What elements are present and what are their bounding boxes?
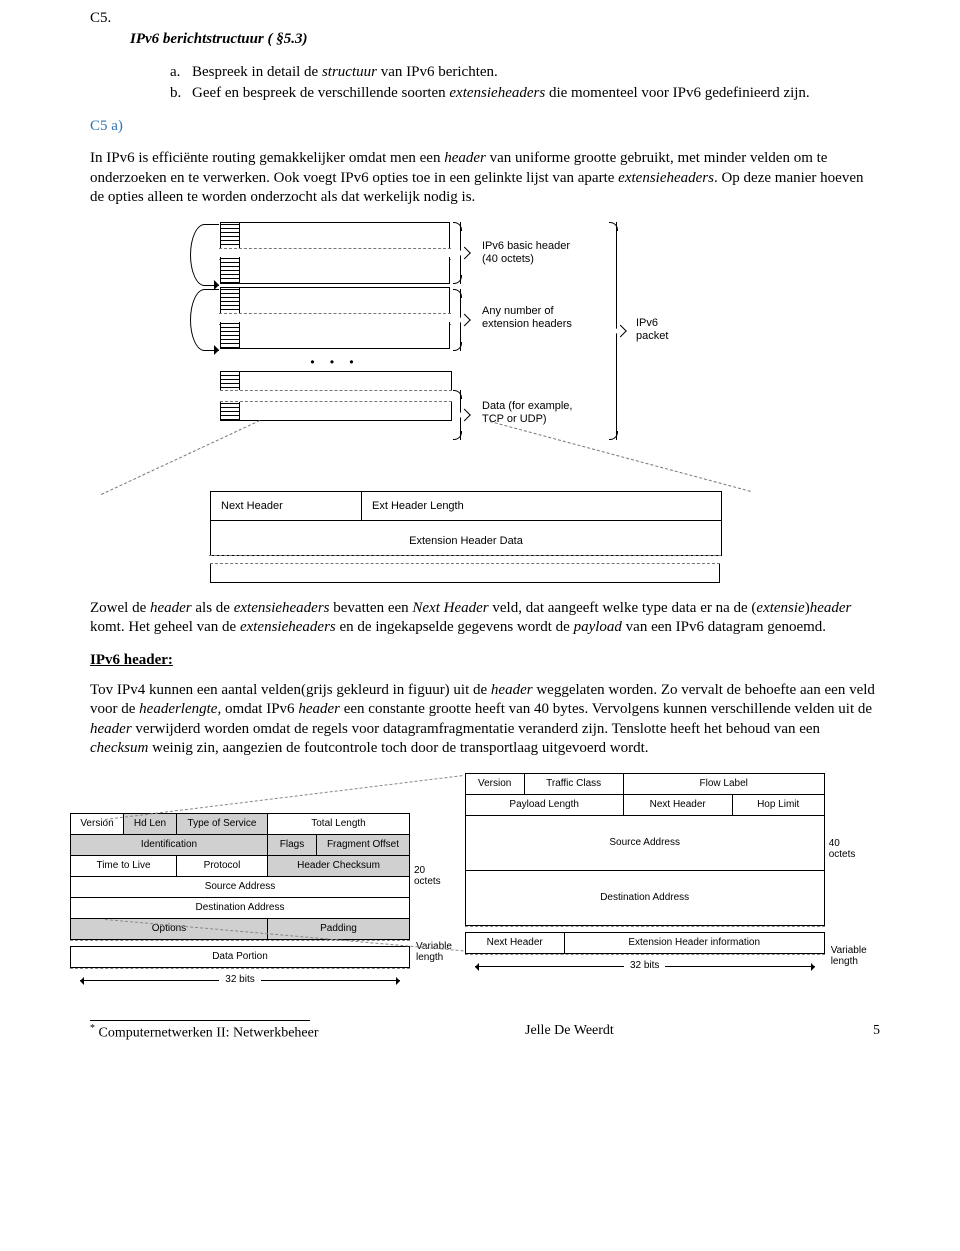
label-ext-headers: Any number of extension headers xyxy=(482,305,572,331)
dots: • • • xyxy=(220,355,450,369)
cell-next-header: Next Header xyxy=(211,492,362,520)
ipv6-nh: Next Header xyxy=(623,794,732,815)
label-basic-header: IPv6 basic header (40 octets) xyxy=(482,240,570,266)
ipv4-ttl: Time to Live xyxy=(71,855,177,876)
ipv6-nh2: Next Header xyxy=(465,932,564,953)
ext-header-block xyxy=(220,287,450,349)
subsection-label: C5 a) xyxy=(90,118,880,135)
label-ipv6-packet: IPv6 packet xyxy=(636,317,668,343)
ipv4-fragoff: Fragment Offset xyxy=(317,834,410,855)
cell-ext-header-length: Ext Header Length xyxy=(362,492,474,520)
ipv6-header-table: Version Traffic Class Flow Label Payload… xyxy=(465,773,856,976)
ipv4-width-label: 32 bits xyxy=(219,974,260,985)
ipv6-width-label: 32 bits xyxy=(624,960,665,971)
ipv4-dst: Destination Address xyxy=(71,897,410,918)
basic-header-block xyxy=(220,222,450,284)
ipv4-src: Source Address xyxy=(71,876,410,897)
figure-packet-structure: IPv6 basic header (40 octets) Any number… xyxy=(150,222,770,583)
figure-ipv4-vs-ipv6: Version Hd Len Type of Service Total Len… xyxy=(70,773,880,990)
projection-lines xyxy=(190,421,750,491)
list-bullet: b. xyxy=(170,85,192,102)
list-bullet: a. xyxy=(170,64,192,81)
heading-ipv6-header: IPv6 header: xyxy=(90,652,880,669)
ipv4-20octets-label: 20 octets xyxy=(410,813,441,940)
ipv4-ident: Identification xyxy=(71,834,268,855)
ipv6-hop: Hop Limit xyxy=(732,794,824,815)
footer-left: Computernetwerken II: Netwerkbeheer xyxy=(95,1025,319,1040)
paragraph-3: Tov IPv4 kunnen een aantal velden(grijs … xyxy=(90,681,880,759)
brace-ipv6-packet xyxy=(616,222,617,440)
ipv4-header-table: Version Hd Len Type of Service Total Len… xyxy=(70,813,441,990)
brace-basic-header xyxy=(460,222,461,284)
cell-ext-header-data: Extension Header Data xyxy=(211,521,721,555)
brace-ext xyxy=(460,289,461,351)
footer-author: Jelle De Weerdt xyxy=(415,1023,850,1042)
paragraph-1: In IPv6 is efficiënte routing gemakkelij… xyxy=(90,149,880,208)
ipv6-40octets-label: 40 octets xyxy=(825,773,856,926)
ipv4-tos: Type of Service xyxy=(177,813,268,834)
arrow-basic-to-ext xyxy=(190,224,219,286)
list-body: Geef en bespreek de verschillende soorte… xyxy=(192,85,880,102)
question-list: a. Bespreek in detail de structuur van I… xyxy=(170,64,880,102)
ipv4-totlen: Total Length xyxy=(268,813,410,834)
ipv6-src: Source Address xyxy=(465,815,824,870)
ipv6-version: Version xyxy=(465,773,524,794)
ipv6-tc: Traffic Class xyxy=(524,773,623,794)
ipv6-ext-info: Extension Header information xyxy=(564,932,824,953)
ipv4-chksum: Header Checksum xyxy=(268,855,410,876)
page-number: 5 xyxy=(850,1023,880,1042)
ipv4-options: Options xyxy=(71,918,268,939)
list-item-b: b. Geef en bespreek de verschillende soo… xyxy=(170,85,880,102)
ipv6-varlen-label: Variable length xyxy=(831,945,867,967)
section-title: IPv6 berichtstructuur ( §5.3) xyxy=(130,31,880,48)
ipv4-flags: Flags xyxy=(268,834,317,855)
data-block xyxy=(220,371,452,421)
ipv6-paylen: Payload Length xyxy=(465,794,623,815)
ipv6-dst: Destination Address xyxy=(465,870,824,925)
ipv4-data: Data Portion xyxy=(71,946,410,967)
list-body: Bespreek in detail de structuur van IPv6… xyxy=(192,64,880,81)
footer: * Computernetwerken II: Netwerkbeheer Je… xyxy=(90,1023,880,1042)
arrow-ext-to-next xyxy=(190,289,219,351)
ipv4-proto: Protocol xyxy=(177,855,268,876)
ipv4-varlen-label: Variable length xyxy=(416,941,452,963)
ipv6-flow: Flow Label xyxy=(623,773,824,794)
ipv4-version: Version xyxy=(71,813,124,834)
paragraph-2: Zowel de header als de extensieheaders b… xyxy=(90,599,880,638)
list-item-a: a. Bespreek in detail de structuur van I… xyxy=(170,64,880,81)
footnote-rule xyxy=(90,1020,310,1021)
ext-header-detail: Next Header Ext Header Length Extension … xyxy=(210,491,720,583)
section-number: C5. xyxy=(90,10,880,27)
